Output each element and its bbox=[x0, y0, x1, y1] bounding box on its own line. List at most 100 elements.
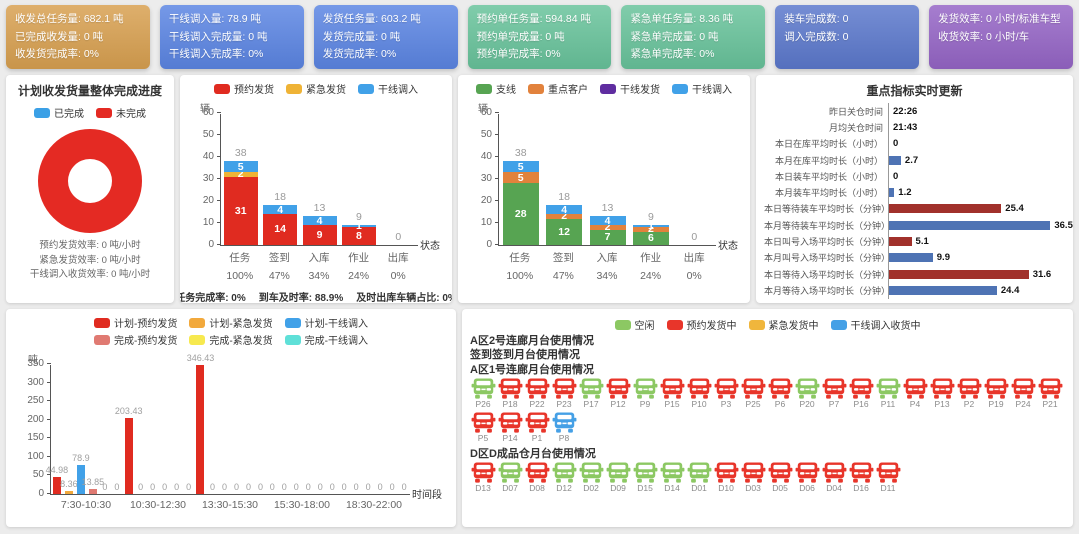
dock-slot[interactable]: P16 bbox=[848, 378, 874, 409]
bar-segment[interactable]: 4 bbox=[589, 216, 626, 226]
legend-item[interactable]: 支线 bbox=[476, 81, 516, 96]
bar-segment[interactable]: 12 bbox=[546, 218, 583, 245]
legend-item[interactable]: 预约发货 bbox=[214, 81, 274, 96]
bar[interactable] bbox=[52, 477, 61, 494]
bar-segment[interactable]: 5 bbox=[502, 172, 539, 184]
legend-item[interactable]: 完成-干线调入 bbox=[284, 332, 368, 347]
legend-item[interactable]: 重点客户 bbox=[528, 81, 588, 96]
bar-segment[interactable]: 8 bbox=[341, 227, 376, 245]
dock-slot[interactable]: D15 bbox=[632, 462, 658, 493]
dock-slot[interactable]: D06 bbox=[794, 462, 820, 493]
legend-item[interactable]: 干线发货 bbox=[600, 81, 660, 96]
stacked-bar[interactable]: 28 5 5 bbox=[502, 161, 539, 245]
dock-slot[interactable]: P5 bbox=[470, 412, 496, 443]
bar-segment[interactable]: 2 bbox=[223, 169, 258, 179]
dock-slot[interactable]: P26 bbox=[470, 378, 496, 409]
dock-slot[interactable]: P1 bbox=[524, 412, 550, 443]
dock-slot[interactable]: D02 bbox=[578, 462, 604, 493]
dock-slot[interactable]: P18 bbox=[497, 378, 523, 409]
bar[interactable] bbox=[124, 418, 133, 494]
bar[interactable] bbox=[196, 365, 205, 494]
dock-slot[interactable]: D10 bbox=[713, 462, 739, 493]
dock-slot[interactable]: P24 bbox=[1010, 378, 1036, 409]
metric-bar[interactable] bbox=[889, 220, 1051, 230]
bar-segment[interactable]: 5 bbox=[223, 161, 258, 173]
legend-item[interactable]: 计划-紧急发货 bbox=[189, 315, 273, 330]
bar[interactable] bbox=[64, 490, 73, 494]
dock-slot[interactable]: P2 bbox=[956, 378, 982, 409]
metric-bar[interactable] bbox=[889, 237, 912, 247]
legend-item[interactable]: 已完成 bbox=[34, 105, 84, 120]
dock-slot[interactable]: D12 bbox=[551, 462, 577, 493]
bar-segment[interactable]: 4 bbox=[546, 205, 583, 215]
stacked-bar[interactable]: 31 2 5 bbox=[223, 161, 258, 245]
bar-segment[interactable]: 31 bbox=[223, 176, 258, 245]
dock-slot[interactable]: P20 bbox=[794, 378, 820, 409]
dock-slot[interactable]: D08 bbox=[524, 462, 550, 493]
stacked-bar[interactable]: 12 2 4 bbox=[546, 205, 583, 245]
legend-item[interactable]: 完成-紧急发货 bbox=[189, 332, 273, 347]
donut-chart[interactable] bbox=[38, 129, 142, 233]
legend-item[interactable]: 紧急发货中 bbox=[748, 317, 819, 332]
dock-slot[interactable]: P21 bbox=[1037, 378, 1063, 409]
metric-bar[interactable] bbox=[889, 285, 997, 295]
legend-item[interactable]: 完成-预约发货 bbox=[93, 332, 177, 347]
dock-slot[interactable]: P17 bbox=[578, 378, 604, 409]
metric-bar[interactable] bbox=[889, 269, 1029, 279]
bar-segment[interactable]: 2 bbox=[632, 224, 669, 234]
metric-bar[interactable] bbox=[889, 155, 901, 165]
stacked-bar[interactable]: 14 4 bbox=[263, 205, 298, 245]
bar-segment[interactable]: 6 bbox=[632, 231, 669, 245]
dock-slot[interactable]: P12 bbox=[605, 378, 631, 409]
bar-segment[interactable]: 1 bbox=[632, 221, 669, 231]
bar-segment[interactable]: 1 bbox=[341, 221, 376, 231]
bar-segment[interactable]: 5 bbox=[502, 161, 539, 173]
dock-slot[interactable]: P11 bbox=[875, 378, 901, 409]
bar-segment[interactable]: 28 bbox=[502, 183, 539, 245]
dock-slot[interactable]: P25 bbox=[740, 378, 766, 409]
dock-slot[interactable]: D09 bbox=[605, 462, 631, 493]
legend-item[interactable]: 计划-预约发货 bbox=[93, 315, 177, 330]
bar[interactable] bbox=[76, 464, 85, 494]
bar-segment[interactable]: 4 bbox=[302, 216, 337, 226]
dock-slot[interactable]: P7 bbox=[821, 378, 847, 409]
legend-item[interactable]: 未完成 bbox=[96, 105, 146, 120]
dock-slot[interactable]: P4 bbox=[902, 378, 928, 409]
legend-item[interactable]: 预约发货中 bbox=[666, 317, 737, 332]
dock-slot[interactable]: D13 bbox=[470, 462, 496, 493]
dock-slot[interactable]: D01 bbox=[686, 462, 712, 493]
dock-slot[interactable]: P9 bbox=[632, 378, 658, 409]
metric-bar[interactable] bbox=[889, 253, 933, 263]
bar-segment[interactable]: 9 bbox=[302, 225, 337, 245]
dock-slot[interactable]: P10 bbox=[686, 378, 712, 409]
dock-slot[interactable]: D11 bbox=[875, 462, 901, 493]
legend-item[interactable]: 紧急发货 bbox=[286, 81, 346, 96]
metric-bar[interactable] bbox=[889, 204, 1002, 214]
bar-segment[interactable]: 4 bbox=[263, 205, 298, 215]
dock-slot[interactable]: P14 bbox=[497, 412, 523, 443]
dock-slot[interactable]: P6 bbox=[767, 378, 793, 409]
dock-slot[interactable]: D05 bbox=[767, 462, 793, 493]
dock-slot[interactable]: P3 bbox=[713, 378, 739, 409]
dock-slot[interactable]: D03 bbox=[740, 462, 766, 493]
metric-bar[interactable] bbox=[889, 188, 895, 198]
dock-slot[interactable]: P23 bbox=[551, 378, 577, 409]
dock-slot[interactable]: D04 bbox=[821, 462, 847, 493]
dock-slot[interactable]: P15 bbox=[659, 378, 685, 409]
dock-slot[interactable]: P22 bbox=[524, 378, 550, 409]
dock-slot[interactable]: P8 bbox=[551, 412, 577, 443]
bar-segment[interactable]: 2 bbox=[546, 211, 583, 221]
dock-slot[interactable]: P19 bbox=[983, 378, 1009, 409]
bar-segment[interactable]: 14 bbox=[263, 214, 298, 245]
dock-slot[interactable]: D16 bbox=[848, 462, 874, 493]
dock-slot[interactable]: D07 bbox=[497, 462, 523, 493]
dock-slot[interactable]: P13 bbox=[929, 378, 955, 409]
bar-segment[interactable]: 7 bbox=[589, 229, 626, 245]
legend-item[interactable]: 空闲 bbox=[614, 317, 655, 332]
dock-slot[interactable]: D14 bbox=[659, 462, 685, 493]
legend-item[interactable]: 干线调入收货中 bbox=[830, 317, 921, 332]
